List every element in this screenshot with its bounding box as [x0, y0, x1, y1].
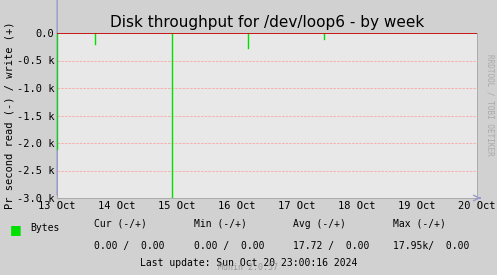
Text: Bytes: Bytes	[30, 223, 59, 233]
Text: Munin 2.0.57: Munin 2.0.57	[219, 263, 278, 272]
Text: 0.00 /  0.00: 0.00 / 0.00	[194, 241, 264, 251]
Text: 0.00 /  0.00: 0.00 / 0.00	[94, 241, 165, 251]
Text: 17.72 /  0.00: 17.72 / 0.00	[293, 241, 370, 251]
Text: Last update: Sun Oct 20 23:00:16 2024: Last update: Sun Oct 20 23:00:16 2024	[140, 258, 357, 268]
Text: RRDTOOL / TOBI OETIKER: RRDTOOL / TOBI OETIKER	[486, 54, 495, 155]
Title: Disk throughput for /dev/loop6 - by week: Disk throughput for /dev/loop6 - by week	[110, 15, 424, 31]
Text: Cur (-/+): Cur (-/+)	[94, 219, 147, 229]
Text: Min (-/+): Min (-/+)	[194, 219, 247, 229]
Text: Max (-/+): Max (-/+)	[393, 219, 445, 229]
Text: 17.95k/  0.00: 17.95k/ 0.00	[393, 241, 469, 251]
Text: ■: ■	[10, 223, 22, 236]
Text: Avg (-/+): Avg (-/+)	[293, 219, 346, 229]
Y-axis label: Pr second read (-) / write (+): Pr second read (-) / write (+)	[4, 22, 14, 209]
